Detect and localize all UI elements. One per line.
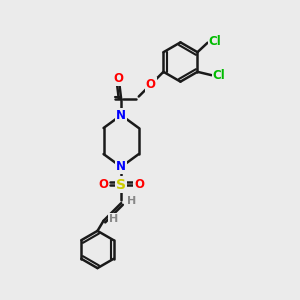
Text: O: O xyxy=(146,78,156,91)
Text: S: S xyxy=(116,178,126,191)
Text: Cl: Cl xyxy=(213,69,226,82)
Text: H: H xyxy=(127,196,136,206)
Text: N: N xyxy=(116,109,126,122)
Text: O: O xyxy=(98,178,108,191)
Text: O: O xyxy=(113,72,123,85)
Text: O: O xyxy=(134,178,144,191)
Text: N: N xyxy=(116,160,126,173)
Text: Cl: Cl xyxy=(209,35,221,48)
Text: H: H xyxy=(109,214,118,224)
Text: N: N xyxy=(116,109,126,122)
